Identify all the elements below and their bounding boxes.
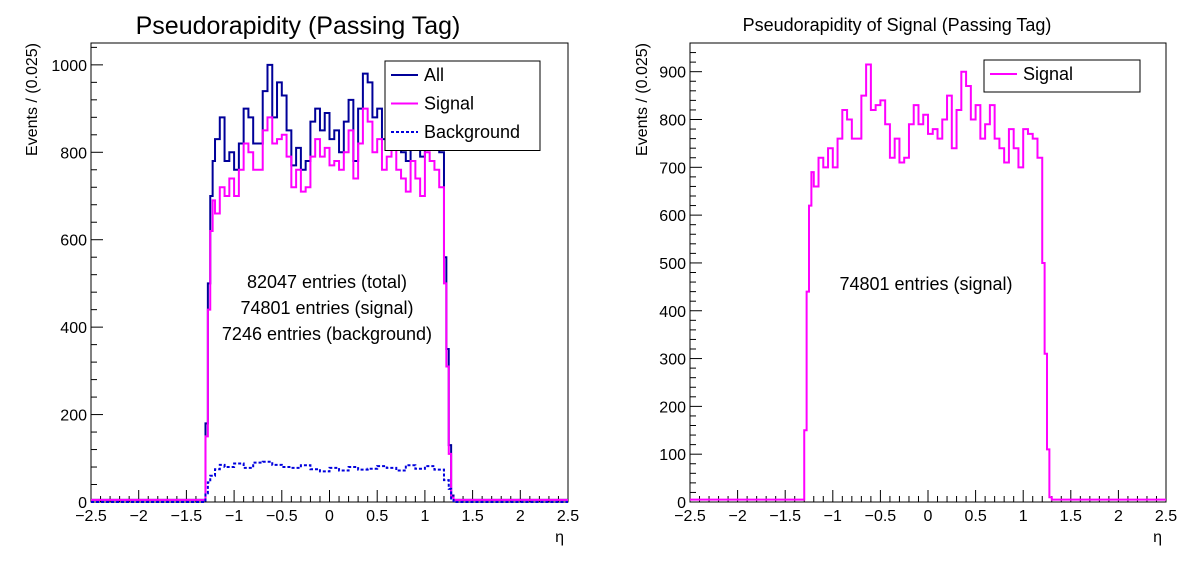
x-tick-label: −2 [130,508,148,525]
right-chart: Pseudorapidity of Signal (Passing Tag) −2… [634,15,1177,546]
x-tick-label: −1 [824,508,842,525]
x-tick-label: −0.5 [865,508,897,525]
y-tick-label: 100 [659,447,686,464]
y-tick-label: 1000 [51,58,87,75]
series-background-line [91,460,568,503]
y-tick-label: 600 [60,233,87,250]
legend-label-signal: Signal [424,94,474,114]
y-tick-label: 500 [659,256,686,273]
x-tick-label: −0.5 [266,508,298,525]
y-tick-label: 300 [659,352,686,369]
entries-annotation: 74801 entries (signal) [839,274,1012,294]
x-tick-label: 0.5 [964,508,986,525]
x-tick-label: 1 [420,508,429,525]
legend-label-background: Background [424,122,520,142]
x-tick-label: 2 [1114,508,1123,525]
x-tick-label: 2.5 [1155,508,1177,525]
legend-box [983,59,1141,93]
y-tick-label: 800 [659,113,686,130]
entries-annotation: 82047 entries (total) [247,272,407,292]
x-tick-label: 2 [516,508,525,525]
left-chart-panel: Pseudorapidity (Passing Tag) −2.5 −2 −1.5 −1… [0,0,599,571]
series-signal-line [690,63,1166,501]
legend-label-all: All [424,65,444,85]
x-tick-label: 0 [325,508,334,525]
x-tick-label: −1 [225,508,243,525]
chart-title: Pseudorapidity (Passing Tag) [136,12,461,40]
chart-title: Pseudorapidity of Signal (Passing Tag) [743,15,1052,35]
y-tick-label: 0 [78,495,87,512]
y-tick-label: 400 [659,304,686,321]
x-tick-label: −2.5 [674,508,706,525]
x-tick-label: 1.5 [1060,508,1082,525]
y-axis-label: Events / (0.025) [24,43,41,156]
x-axis-label: η [1153,529,1162,546]
right-chart-panel: Pseudorapidity of Signal (Passing Tag) −2… [599,0,1198,571]
x-tick-label: −2 [728,508,746,525]
y-tick-label: 700 [659,160,686,177]
x-tick-label: 2.5 [557,508,579,525]
x-tick-label: 0.5 [366,508,388,525]
x-tick-label: −1.5 [769,508,801,525]
x-tick-label: 1.5 [461,508,483,525]
y-tick-label: 800 [60,145,87,162]
y-tick-label: 400 [60,320,87,337]
entries-annotation: 7246 entries (background) [222,324,432,344]
y-tick-label: 200 [60,408,87,425]
y-tick-label: 0 [677,495,686,512]
plot-frame [689,42,1167,503]
x-tick-label: 0 [924,508,933,525]
x-tick-label: 1 [1019,508,1028,525]
x-tick-label: −2.5 [75,508,107,525]
x-tick-label: −1.5 [171,508,203,525]
y-tick-label: 200 [659,399,686,416]
y-tick-label: 900 [659,65,686,82]
y-tick-label: 600 [659,208,686,225]
legend-label-signal: Signal [1023,64,1073,84]
entries-annotation: 74801 entries (signal) [240,298,413,318]
y-axis-label: Events / (0.025) [634,43,651,156]
left-chart: Pseudorapidity (Passing Tag) −2.5 −2 −1.5 −1… [24,12,579,546]
x-axis-label: η [555,529,564,546]
series-signal-line [91,107,568,501]
